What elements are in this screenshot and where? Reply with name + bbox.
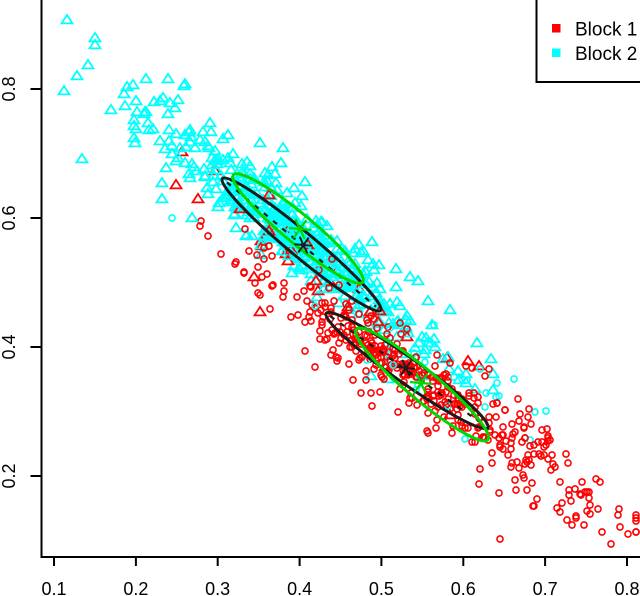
- svg-text:0.3: 0.3: [205, 579, 230, 596]
- svg-text:0.7: 0.7: [533, 579, 558, 596]
- svg-text:0.8: 0.8: [614, 579, 639, 596]
- svg-text:0.4: 0.4: [0, 334, 19, 359]
- svg-text:0.2: 0.2: [0, 463, 19, 488]
- svg-text:Block 2: Block 2: [575, 44, 637, 65]
- svg-text:0.6: 0.6: [451, 579, 476, 596]
- svg-text:0.4: 0.4: [287, 579, 312, 596]
- svg-text:0.8: 0.8: [0, 76, 19, 101]
- svg-text:0.2: 0.2: [123, 579, 148, 596]
- svg-text:0.1: 0.1: [41, 579, 66, 596]
- svg-text:0.6: 0.6: [0, 205, 19, 230]
- svg-text:Block 1: Block 1: [575, 20, 637, 41]
- svg-text:0.5: 0.5: [369, 579, 394, 596]
